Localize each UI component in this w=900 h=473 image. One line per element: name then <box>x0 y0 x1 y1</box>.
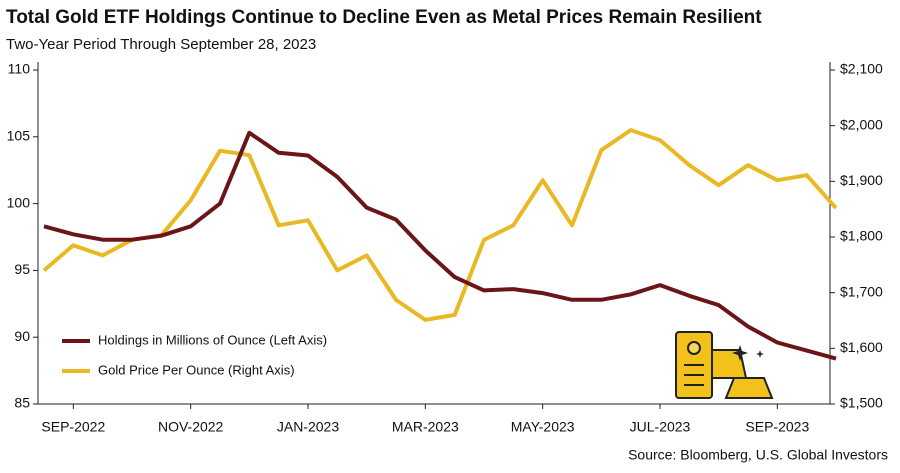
x-tick-label: SEP-2022 <box>41 419 105 435</box>
chart-subtitle: Two-Year Period Through September 28, 20… <box>6 36 316 53</box>
x-tick-label: JUL-2023 <box>630 419 691 435</box>
x-tick-label: MAR-2023 <box>392 419 459 435</box>
x-tick-label: NOV-2022 <box>158 419 224 435</box>
x-tick-label: MAY-2023 <box>511 419 575 435</box>
legend-label: Gold Price Per Ounce (Right Axis) <box>98 362 295 377</box>
y2-tick-label: $1,700 <box>840 283 883 299</box>
series-line <box>43 130 837 361</box>
y2-tick-label: $1,800 <box>840 228 883 244</box>
y-tick-label: 100 <box>7 194 31 210</box>
x-tick-label: JAN-2023 <box>277 419 339 435</box>
chart-title: Total Gold ETF Holdings Continue to Decl… <box>6 7 762 28</box>
legend-label: Holdings in Millions of Ounce (Left Axis… <box>98 332 327 347</box>
y-tick-label: 85 <box>14 395 30 411</box>
y-tick-label: 95 <box>14 261 30 277</box>
y2-tick-label: $2,100 <box>840 61 883 77</box>
y2-tick-label: $1,500 <box>840 395 883 411</box>
x-tick-label: SEP-2023 <box>745 419 809 435</box>
y-tick-label: 110 <box>8 61 31 77</box>
y2-tick-label: $1,900 <box>840 172 883 188</box>
source-note: Source: Bloomberg, U.S. Global Investors <box>628 447 888 463</box>
series-line <box>42 128 838 322</box>
y2-tick-label: $1,600 <box>840 339 883 355</box>
y-tick-label: 105 <box>7 128 31 144</box>
y2-tick-label: $2,000 <box>840 116 883 132</box>
y-tick-label: 90 <box>14 328 30 344</box>
gold-bars-icon <box>675 331 774 399</box>
